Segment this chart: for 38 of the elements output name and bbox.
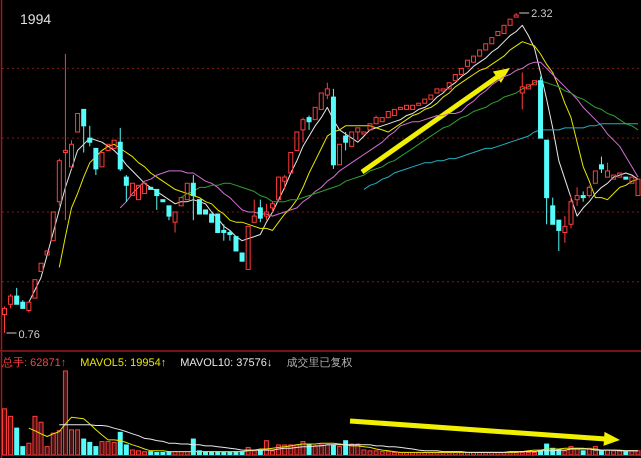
bar: [580, 450, 586, 456]
bar: [62, 370, 68, 456]
bar: [26, 442, 32, 456]
bar: [112, 442, 117, 456]
bar: [374, 450, 379, 456]
bar: [142, 451, 148, 456]
bar: [343, 440, 348, 456]
bar: [8, 416, 14, 456]
chart-title: 1994: [20, 11, 52, 27]
bar: [367, 450, 372, 456]
annotation: 2.32: [531, 8, 553, 20]
text: MAVOL10: 37576↓: [180, 357, 272, 369]
bar: [32, 416, 38, 456]
bar: [136, 450, 142, 456]
annotation: 0.76: [18, 329, 40, 341]
bar: [312, 446, 318, 456]
text: MAVOL5: 19954↑: [80, 357, 166, 369]
bar: [270, 450, 276, 456]
bar: [337, 446, 342, 456]
bar: [38, 422, 44, 456]
bar: [532, 452, 537, 456]
bar: [598, 450, 604, 456]
bar: [75, 429, 80, 456]
bar: [56, 430, 62, 456]
bar: [44, 446, 50, 456]
bar: [99, 441, 104, 456]
bar: [2, 408, 7, 456]
text: 总手: 62871↑: [1, 356, 66, 369]
bar: [258, 450, 263, 456]
bar: [106, 441, 111, 456]
text: 成交里已复权: [286, 356, 352, 369]
bar: [69, 429, 74, 456]
bar: [562, 450, 568, 456]
bar: [380, 451, 385, 456]
bar: [130, 449, 135, 456]
bar: [361, 449, 366, 456]
bar: [50, 432, 56, 456]
bar: [526, 452, 531, 456]
